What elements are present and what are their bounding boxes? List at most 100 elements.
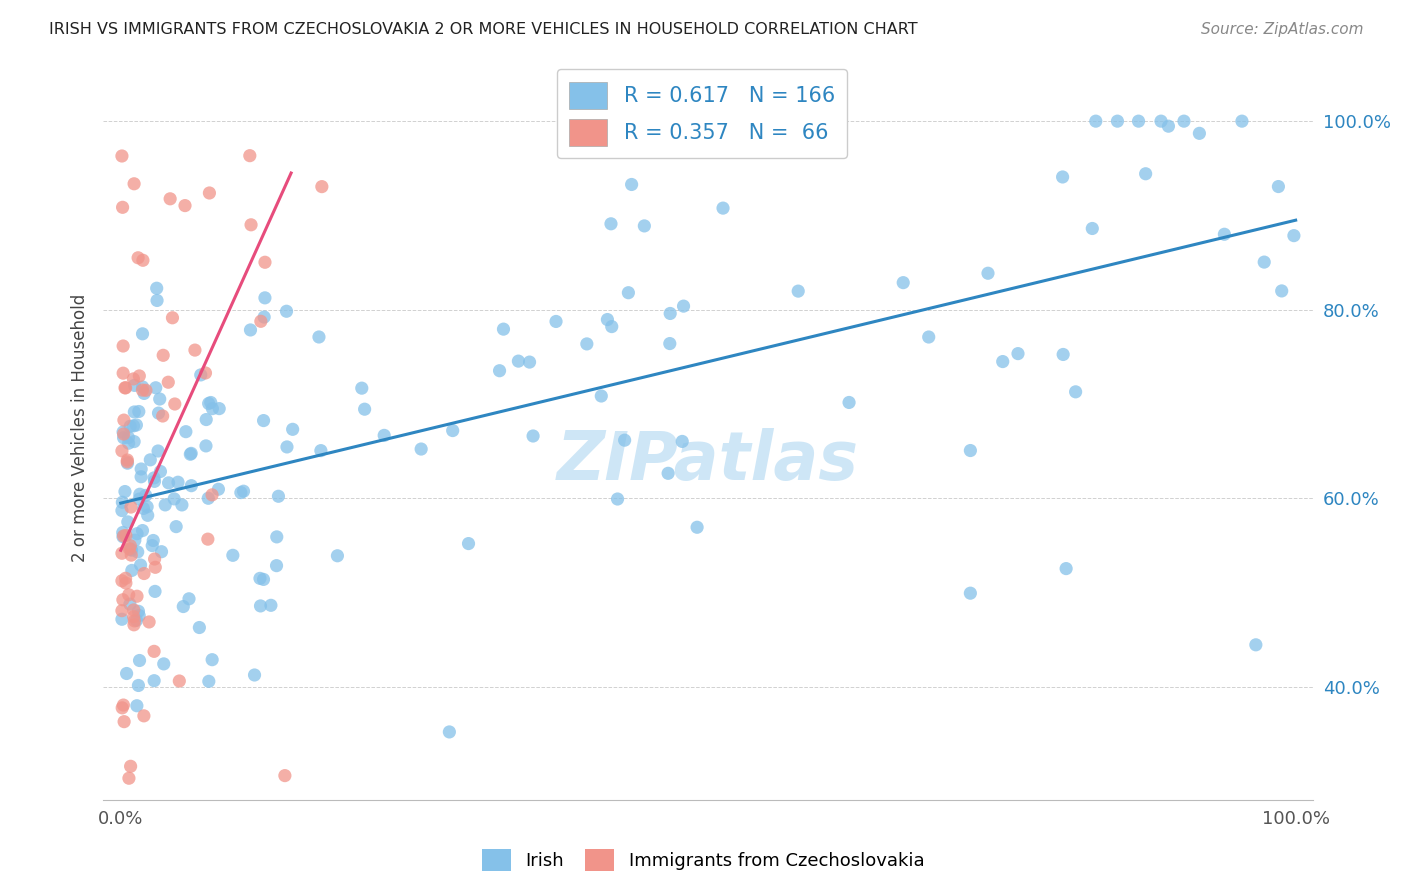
Point: [111, 443, 134, 458]
Point: [411, 442, 433, 456]
Text: IRISH VS IMMIGRANTS FROM CZECHOSLOVAKIA 2 OR MORE VEHICLES IN HOUSEHOLD CORRELAT: IRISH VS IMMIGRANTS FROM CZECHOSLOVAKIA …: [49, 22, 918, 37]
Point: [127, 604, 149, 618]
Point: [239, 149, 262, 163]
Point: [128, 368, 150, 383]
Point: [1157, 119, 1180, 133]
Point: [120, 542, 142, 557]
Point: [991, 354, 1014, 368]
Legend: R = 0.617   N = 166, R = 0.357   N =  66: R = 0.617 N = 166, R = 0.357 N = 66: [557, 70, 848, 158]
Point: [1253, 255, 1275, 269]
Point: [658, 336, 681, 351]
Point: [120, 548, 142, 562]
Point: [200, 395, 222, 409]
Point: [148, 406, 170, 420]
Point: [112, 714, 135, 729]
Point: [122, 372, 145, 386]
Point: [252, 573, 274, 587]
Point: [1007, 346, 1029, 360]
Point: [266, 530, 288, 544]
Point: [143, 644, 166, 658]
Point: [326, 549, 349, 563]
Point: [120, 759, 142, 773]
Point: [159, 192, 181, 206]
Point: [249, 599, 271, 613]
Point: [1064, 384, 1087, 399]
Point: [198, 186, 221, 200]
Point: [122, 609, 145, 624]
Point: [117, 515, 139, 529]
Point: [253, 310, 276, 324]
Point: [891, 276, 914, 290]
Point: [111, 701, 134, 715]
Point: [1244, 638, 1267, 652]
Point: [1267, 179, 1289, 194]
Point: [544, 314, 567, 328]
Point: [127, 545, 149, 559]
Point: [686, 520, 709, 534]
Point: [671, 434, 693, 449]
Point: [165, 519, 187, 533]
Point: [508, 354, 530, 368]
Point: [118, 771, 141, 785]
Point: [243, 668, 266, 682]
Point: [121, 563, 143, 577]
Point: [207, 482, 229, 496]
Point: [253, 255, 276, 269]
Point: [127, 678, 149, 692]
Point: [617, 285, 640, 300]
Point: [111, 149, 134, 163]
Point: [787, 284, 810, 298]
Point: [114, 484, 136, 499]
Point: [208, 401, 231, 416]
Point: [152, 409, 174, 423]
Legend: Irish, Immigrants from Czechoslovakia: Irish, Immigrants from Czechoslovakia: [474, 842, 932, 879]
Point: [918, 330, 941, 344]
Point: [124, 614, 146, 628]
Point: [146, 293, 169, 308]
Point: [143, 584, 166, 599]
Point: [132, 253, 155, 268]
Point: [112, 427, 135, 442]
Point: [439, 725, 461, 739]
Point: [167, 475, 190, 490]
Point: [252, 413, 274, 427]
Point: [111, 200, 134, 214]
Point: [177, 591, 200, 606]
Point: [172, 599, 194, 614]
Point: [111, 495, 134, 509]
Point: [132, 501, 155, 516]
Point: [125, 589, 148, 603]
Point: [174, 425, 197, 439]
Point: [146, 444, 169, 458]
Point: [122, 434, 145, 449]
Point: [1282, 228, 1305, 243]
Point: [152, 657, 174, 671]
Point: [141, 539, 163, 553]
Point: [127, 251, 149, 265]
Point: [124, 378, 146, 392]
Point: [112, 425, 135, 439]
Point: [1107, 114, 1129, 128]
Point: [135, 384, 157, 398]
Point: [115, 576, 138, 591]
Point: [519, 355, 541, 369]
Point: [488, 364, 510, 378]
Point: [657, 467, 679, 481]
Point: [122, 603, 145, 617]
Point: [122, 617, 145, 632]
Point: [136, 500, 159, 514]
Point: [492, 322, 515, 336]
Point: [117, 453, 139, 467]
Point: [194, 366, 217, 380]
Point: [111, 530, 134, 544]
Point: [1054, 561, 1077, 575]
Point: [143, 673, 166, 688]
Point: [112, 529, 135, 543]
Point: [112, 431, 135, 445]
Point: [266, 558, 288, 573]
Point: [129, 558, 152, 572]
Point: [600, 319, 623, 334]
Point: [157, 376, 180, 390]
Point: [135, 488, 157, 502]
Point: [136, 508, 159, 523]
